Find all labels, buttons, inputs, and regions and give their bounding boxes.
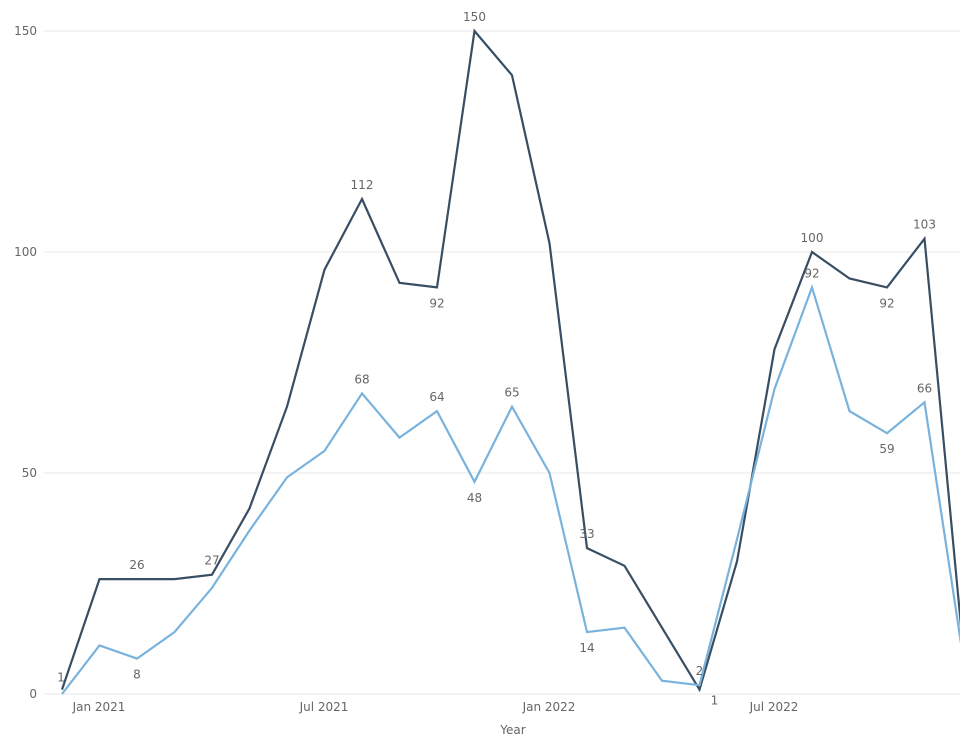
- data-label-series-1: 26: [129, 558, 144, 572]
- y-tick-label: 150: [14, 24, 37, 38]
- x-axis-tick-labels: Jan 2021 Jul 2021 Jan 2022 Jul 2022: [72, 700, 799, 714]
- data-label-series-2: 64: [429, 390, 444, 404]
- data-label-series-1: 150: [463, 10, 486, 24]
- series-line-1: [60, 28, 960, 693]
- x-axis-title: Year: [499, 723, 525, 737]
- x-tick-label: Jan 2021: [72, 700, 126, 714]
- x-tick-label: Jul 2022: [749, 700, 799, 714]
- y-tick-label: 50: [22, 466, 37, 480]
- y-tick-label: 0: [29, 687, 37, 701]
- data-label-series-1: 1: [57, 671, 65, 685]
- data-label-series-1: 112: [351, 178, 374, 192]
- data-label-series-2: 8: [133, 668, 141, 682]
- data-label-series-1: 33: [579, 527, 594, 541]
- data-label-series-1: 92: [879, 296, 894, 310]
- data-label-series-1: 103: [913, 218, 936, 232]
- data-label-series-2: 92: [804, 266, 819, 280]
- data-label-series-2: 59: [879, 442, 894, 456]
- data-label-series-2: 14: [579, 641, 594, 655]
- data-label-series-1: 92: [429, 296, 444, 310]
- data-label-series-2: 48: [467, 491, 482, 505]
- data-label-series-2: 66: [917, 381, 932, 395]
- data-label-series-1: 27: [204, 554, 219, 568]
- gridlines: [44, 30, 960, 695]
- series-line-2: [61, 283, 960, 695]
- data-label-series-1: 1: [711, 694, 719, 708]
- y-axis-tick-labels: 0 50 100 150: [14, 24, 37, 701]
- x-tick-label: Jul 2021: [299, 700, 349, 714]
- data-label-series-1: 100: [801, 231, 824, 245]
- data-label-series-2: 68: [354, 372, 369, 386]
- y-tick-label: 100: [14, 245, 37, 259]
- x-tick-label: Jan 2022: [522, 700, 576, 714]
- series-lines: [60, 28, 960, 695]
- data-label-series-2: 2: [696, 664, 704, 678]
- data-labels: 1 26 27 112 92 150 33 1 100 92 103 8 68 64 48 65 14 2 92 59…: [57, 10, 936, 708]
- data-label-series-2: 65: [504, 386, 519, 400]
